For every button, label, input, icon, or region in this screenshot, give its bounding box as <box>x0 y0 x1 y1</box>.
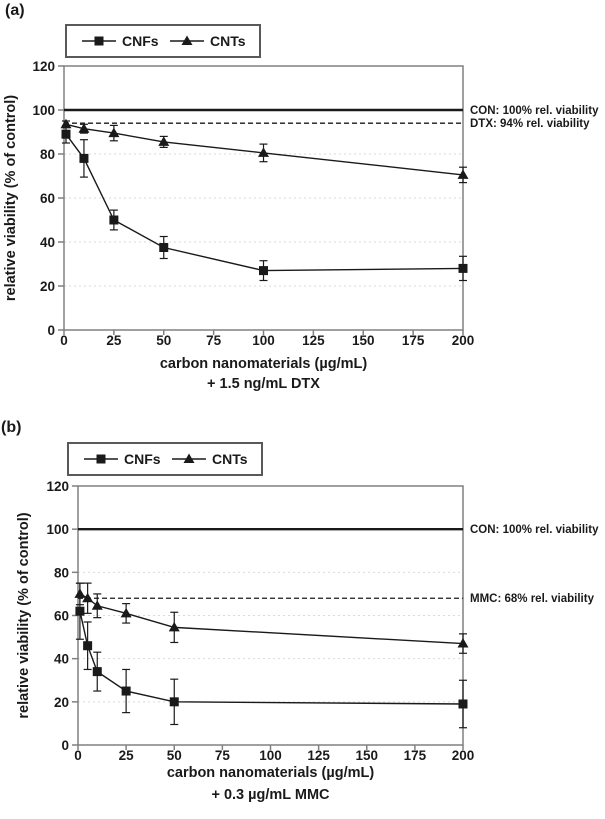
cnts-marker <box>74 588 86 598</box>
cnts-marker <box>158 136 170 146</box>
x-tick-label: 175 <box>404 748 427 763</box>
mmc-annotation: MMC: 68% rel. viability <box>470 593 595 605</box>
x-tick-label: 25 <box>119 748 135 763</box>
plot-border <box>63 65 464 331</box>
legend-cnfs-marker <box>96 454 106 464</box>
cnfs-marker <box>109 215 119 225</box>
cnts-marker <box>258 147 269 157</box>
x-tick-label: 50 <box>156 333 171 348</box>
cnfs-marker <box>79 153 89 163</box>
cnts-series-line <box>65 123 464 176</box>
cnfs-marker <box>83 641 93 651</box>
panel-b-label: (b) <box>1 419 22 436</box>
cnts-marker <box>108 127 120 138</box>
legend-cnts-label: CNTs <box>212 451 248 467</box>
y-tick-label: 40 <box>40 235 55 250</box>
cnts-marker <box>82 592 94 603</box>
x-tick-label: 100 <box>252 333 275 348</box>
cnts-marker <box>457 638 469 648</box>
cnfs-marker <box>159 243 169 252</box>
y-tick-label: 0 <box>47 323 55 338</box>
panel-a-label: (a) <box>5 2 25 19</box>
cnts-marker <box>457 169 469 179</box>
cnts-marker <box>60 118 72 129</box>
y-tick-label: 60 <box>54 609 69 624</box>
x-tick-label: 75 <box>206 333 222 348</box>
y-tick-label: 100 <box>32 103 55 118</box>
x-tick-label: 0 <box>60 333 68 348</box>
x-tick-label: 200 <box>452 333 475 348</box>
legend-cnts-marker <box>181 35 193 45</box>
x-tick-label: 0 <box>74 748 82 763</box>
dtx-annotation: DTX: 94% rel. viability <box>470 118 590 130</box>
cnts-marker <box>120 607 132 618</box>
cnfs-marker <box>92 667 102 677</box>
con-annotation: CON: 100% rel. viability <box>470 524 599 536</box>
x-tick-label: 125 <box>307 748 330 763</box>
y-tick-label: 120 <box>46 479 69 494</box>
x-tick-label: 50 <box>167 748 182 763</box>
legend-cnfs-label: CNFs <box>124 451 161 467</box>
cnfs-marker <box>259 266 268 276</box>
x-tick-label: 125 <box>302 333 325 348</box>
panel-b-chart: CON: 100% rel. viability MMC: 68% rel. vi… <box>16 442 599 803</box>
x-tick-label: 25 <box>106 333 122 348</box>
y-axis-label: relative viability (% of control) <box>3 95 19 301</box>
x-axis-label-line2: + 1.5 ng/mL DTX <box>207 376 320 392</box>
y-tick-label: 20 <box>54 695 69 710</box>
cnfs-series-line <box>79 611 464 705</box>
con-annotation: CON: 100% rel. viability <box>470 105 599 117</box>
x-axis-label: carbon nanomaterials (µg/mL) <box>160 356 368 372</box>
x-tick-label: 100 <box>259 748 282 763</box>
cnfs-marker <box>458 263 468 273</box>
cnts-marker <box>91 600 103 610</box>
x-tick-label: 200 <box>452 748 475 763</box>
x-axis-label: carbon nanomaterials (µg/mL) <box>167 765 375 781</box>
x-tick-label: 75 <box>215 748 231 763</box>
y-tick-label: 0 <box>61 738 69 753</box>
y-tick-label: 80 <box>40 147 55 162</box>
cnts-marker <box>78 123 90 133</box>
legend-cnts-label: CNTs <box>210 33 246 49</box>
cnfs-marker <box>61 129 71 139</box>
y-tick-label: 40 <box>54 652 69 667</box>
y-axis-label: relative viability (% of control) <box>16 512 32 718</box>
x-axis-label-line2: + 0.3 µg/mL MMC <box>211 787 330 803</box>
legend-cnts-marker <box>183 453 195 463</box>
cnts-marker <box>168 621 180 632</box>
cnfs-marker <box>121 686 131 696</box>
y-tick-label: 60 <box>40 191 55 206</box>
cnfs-marker <box>75 606 85 616</box>
cnfs-marker <box>458 699 468 709</box>
x-tick-label: 150 <box>355 748 378 763</box>
y-tick-label: 120 <box>32 59 55 74</box>
y-tick-label: 80 <box>54 565 69 580</box>
y-tick-label: 100 <box>46 522 69 537</box>
x-tick-label: 175 <box>402 333 425 348</box>
legend-cnfs-label: CNFs <box>122 33 159 49</box>
y-tick-label: 20 <box>40 279 55 294</box>
cnfs-marker <box>169 697 179 707</box>
x-tick-label: 150 <box>352 333 375 348</box>
legend-cnfs-marker <box>94 36 104 46</box>
cnts-series-line <box>79 593 464 645</box>
